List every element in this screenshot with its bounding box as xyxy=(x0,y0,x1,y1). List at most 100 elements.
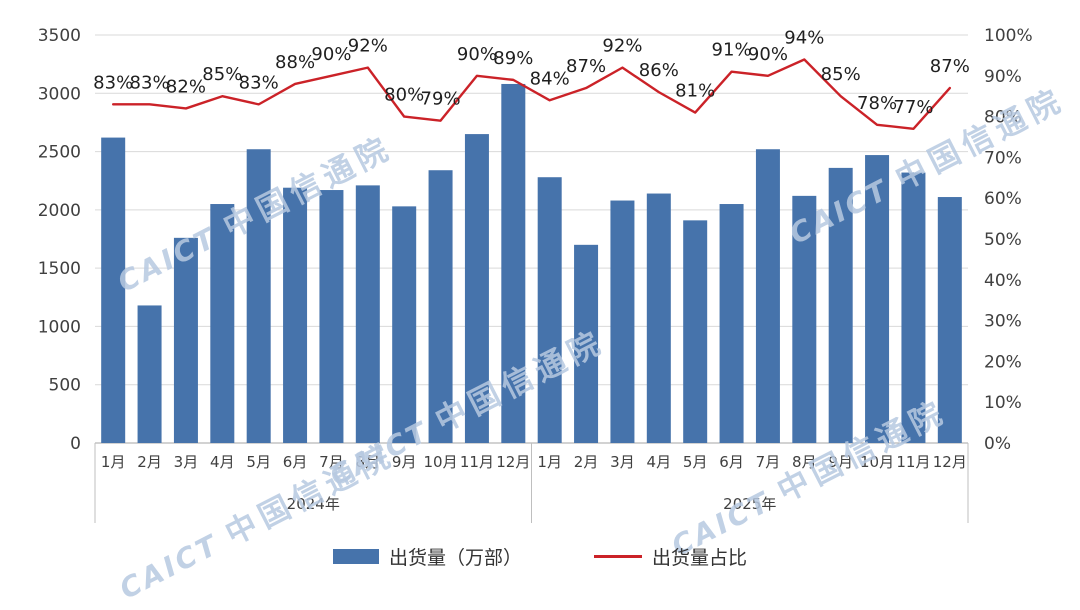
percent-label: 89% xyxy=(493,48,533,69)
month-label: 3月 xyxy=(610,453,635,471)
bar xyxy=(501,83,526,444)
percent-label: 88% xyxy=(275,52,315,73)
right-axis-tick: 20% xyxy=(984,352,1022,372)
percent-label: 85% xyxy=(202,64,242,85)
bar xyxy=(428,170,453,444)
bar xyxy=(610,200,635,443)
left-axis-tick: 0 xyxy=(70,434,81,454)
bar xyxy=(101,137,126,443)
month-label: 2月 xyxy=(137,453,162,471)
month-label: 4月 xyxy=(647,453,672,471)
bar xyxy=(537,177,562,443)
month-label: 8月 xyxy=(792,453,817,471)
right-axis-tick: 80% xyxy=(984,108,1022,128)
bar xyxy=(865,155,890,443)
right-axis-tick: 30% xyxy=(984,312,1022,332)
month-label: 2月 xyxy=(574,453,599,471)
bar xyxy=(210,204,235,443)
month-label: 5月 xyxy=(683,453,708,471)
right-axis-tick: 50% xyxy=(984,230,1022,250)
percent-label: 86% xyxy=(639,60,679,81)
percent-label: 94% xyxy=(784,27,824,48)
chart-legend: 出货量（万部） 出货量占比 xyxy=(0,543,1080,570)
bar xyxy=(319,190,344,443)
month-label: 3月 xyxy=(174,453,199,471)
percent-label: 85% xyxy=(821,64,861,85)
bar xyxy=(828,167,853,444)
month-label: 8月 xyxy=(356,453,381,471)
month-label: 6月 xyxy=(719,453,744,471)
percent-label: 83% xyxy=(93,72,133,93)
right-axis-tick: 100% xyxy=(984,26,1033,46)
bar xyxy=(464,134,489,444)
bar xyxy=(137,305,162,443)
bar xyxy=(355,185,380,443)
right-axis-tick: 10% xyxy=(984,393,1022,413)
percent-label: 82% xyxy=(166,76,206,97)
bar xyxy=(937,197,962,443)
month-label: 1月 xyxy=(101,453,126,471)
month-label: 11月 xyxy=(896,453,930,471)
right-axis-tick: 70% xyxy=(984,148,1022,168)
percent-label: 83% xyxy=(239,72,279,93)
percent-label: 77% xyxy=(893,97,933,118)
percent-label: 87% xyxy=(566,56,606,77)
left-axis-tick: 3500 xyxy=(38,26,81,46)
month-label: 10月 xyxy=(860,453,894,471)
percent-label: 90% xyxy=(311,44,351,65)
legend-item-shipments: 出货量（万部） xyxy=(332,543,522,570)
percent-label: 83% xyxy=(130,72,170,93)
right-axis-tick: 60% xyxy=(984,189,1022,209)
left-axis-tick: 2500 xyxy=(38,143,81,163)
percent-label: 87% xyxy=(930,56,970,77)
bar xyxy=(792,195,817,443)
bar xyxy=(901,172,926,443)
line-series-label: 出货量占比 xyxy=(652,547,748,569)
bar xyxy=(574,244,599,443)
bar xyxy=(246,149,271,444)
bar-series-label: 出货量（万部） xyxy=(388,547,522,569)
year-label: 2024年 xyxy=(287,495,340,513)
year-label: 2025年 xyxy=(723,495,776,513)
left-axis-tick: 1000 xyxy=(38,317,81,337)
month-label: 5月 xyxy=(246,453,271,471)
bar xyxy=(719,204,744,443)
bar xyxy=(646,193,671,443)
month-label: 1月 xyxy=(537,453,562,471)
month-label: 6月 xyxy=(283,453,308,471)
right-axis-tick: 0% xyxy=(984,434,1011,454)
percent-label: 92% xyxy=(348,36,388,57)
month-label: 11月 xyxy=(460,453,494,471)
bar xyxy=(283,187,308,443)
left-axis-tick: 3000 xyxy=(38,84,81,104)
bar xyxy=(173,237,198,443)
month-label: 12月 xyxy=(496,453,530,471)
percent-label: 92% xyxy=(602,36,642,57)
month-label: 7月 xyxy=(319,453,344,471)
percent-label: 80% xyxy=(384,85,424,106)
left-axis-tick: 500 xyxy=(49,376,81,396)
month-label: 10月 xyxy=(424,453,458,471)
bar xyxy=(755,149,780,444)
month-label: 12月 xyxy=(933,453,967,471)
bar xyxy=(392,206,417,443)
percent-label: 84% xyxy=(530,68,570,89)
right-axis-tick: 40% xyxy=(984,271,1022,291)
percent-label: 79% xyxy=(421,89,461,110)
percent-label: 90% xyxy=(748,44,788,65)
left-axis-tick: 2000 xyxy=(38,201,81,221)
percent-label: 90% xyxy=(457,44,497,65)
line-series-swatch xyxy=(594,555,642,558)
month-label: 9月 xyxy=(392,453,417,471)
percent-label: 81% xyxy=(675,81,715,102)
percent-line xyxy=(111,58,952,131)
right-axis-tick: 90% xyxy=(984,67,1022,87)
bar xyxy=(683,220,708,443)
month-label: 9月 xyxy=(828,453,853,471)
month-label: 4月 xyxy=(210,453,235,471)
legend-item-share: 出货量占比 xyxy=(594,543,747,570)
bar-series-swatch xyxy=(332,549,379,564)
month-label: 7月 xyxy=(756,453,781,471)
